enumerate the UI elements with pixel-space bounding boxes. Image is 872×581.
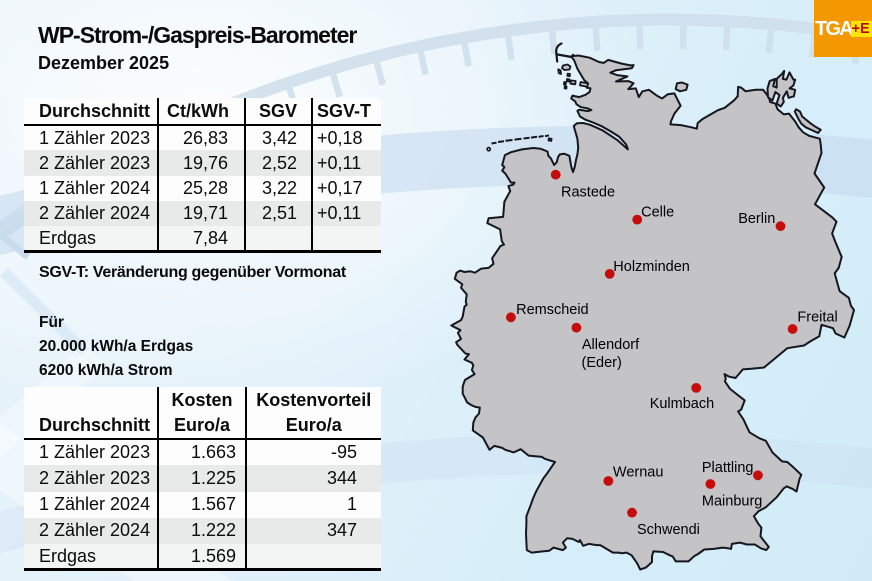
- svg-text:Kulmbach: Kulmbach: [650, 396, 714, 412]
- svg-text:Celle: Celle: [641, 205, 674, 221]
- svg-text:(Eder): (Eder): [582, 355, 622, 371]
- svg-text:Plattling: Plattling: [702, 460, 754, 476]
- svg-text:Holzminden: Holzminden: [613, 259, 690, 275]
- svg-text:Berlin: Berlin: [738, 211, 775, 227]
- svg-text:Wernau: Wernau: [613, 465, 664, 481]
- svg-text:Remscheid: Remscheid: [516, 302, 589, 318]
- svg-text:Mainburg: Mainburg: [702, 494, 762, 510]
- svg-text:Freital: Freital: [797, 310, 837, 326]
- svg-text:Allendorf: Allendorf: [582, 337, 640, 353]
- svg-text:Schwendi: Schwendi: [637, 522, 700, 538]
- svg-text:Rastede: Rastede: [561, 184, 615, 200]
